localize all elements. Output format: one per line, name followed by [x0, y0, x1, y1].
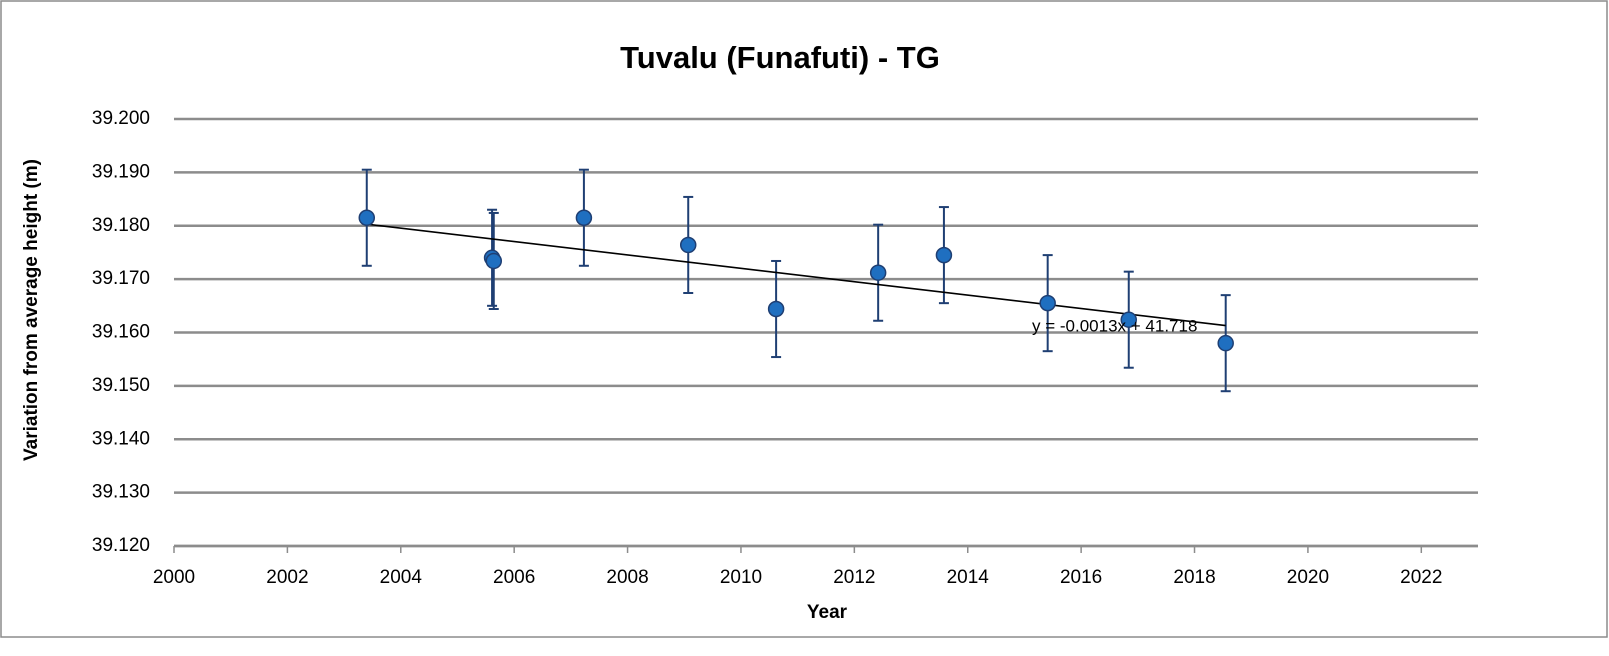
- x-tick-label: 2012: [833, 567, 875, 588]
- data-point: [767, 300, 785, 318]
- data-point: [485, 252, 503, 270]
- y-tick-label: 39.200: [92, 108, 150, 129]
- data-point: [1217, 334, 1234, 352]
- y-axis-title: Variation from average height (m): [21, 159, 42, 461]
- x-tick-label: 2022: [1400, 567, 1442, 588]
- y-tick-label: 39.170: [92, 268, 150, 289]
- x-tick-label: 2020: [1287, 567, 1329, 588]
- chart-title: Tuvalu (Funafuti) - TG: [620, 40, 940, 75]
- y-tick-label: 39.130: [92, 482, 150, 503]
- y-tick-label: 39.160: [92, 322, 150, 343]
- x-tick-label: 2000: [153, 567, 195, 588]
- y-tick-label: 39.190: [92, 161, 150, 182]
- chart-frame: [0, 0, 1608, 638]
- data-point: [358, 209, 376, 226]
- data-point: [1120, 311, 1138, 328]
- x-tick-label: 2016: [1060, 567, 1102, 588]
- trendline-label: y = -0.0013x + 41.718: [1032, 316, 1197, 335]
- y-tick-label: 39.150: [92, 375, 150, 396]
- x-tick-label: 2010: [720, 567, 762, 588]
- x-tick-label: 2018: [1173, 567, 1215, 588]
- data-point: [935, 246, 953, 264]
- trendline: [366, 223, 1226, 327]
- y-tick-label: 39.120: [92, 535, 150, 556]
- x-tick-label: 2002: [266, 567, 308, 588]
- x-tick-label: 2014: [947, 567, 990, 588]
- x-axis-title: Year: [807, 602, 848, 623]
- data-point: [679, 236, 697, 254]
- data-point: [869, 264, 887, 281]
- x-tick-label: 2004: [380, 567, 423, 588]
- data-point: [575, 209, 593, 226]
- x-tick-label: 2006: [493, 567, 535, 588]
- data-point: [1039, 294, 1056, 312]
- y-tick-label: 39.140: [92, 428, 150, 449]
- x-tick-label: 2008: [606, 567, 648, 588]
- y-tick-label: 39.180: [92, 215, 150, 236]
